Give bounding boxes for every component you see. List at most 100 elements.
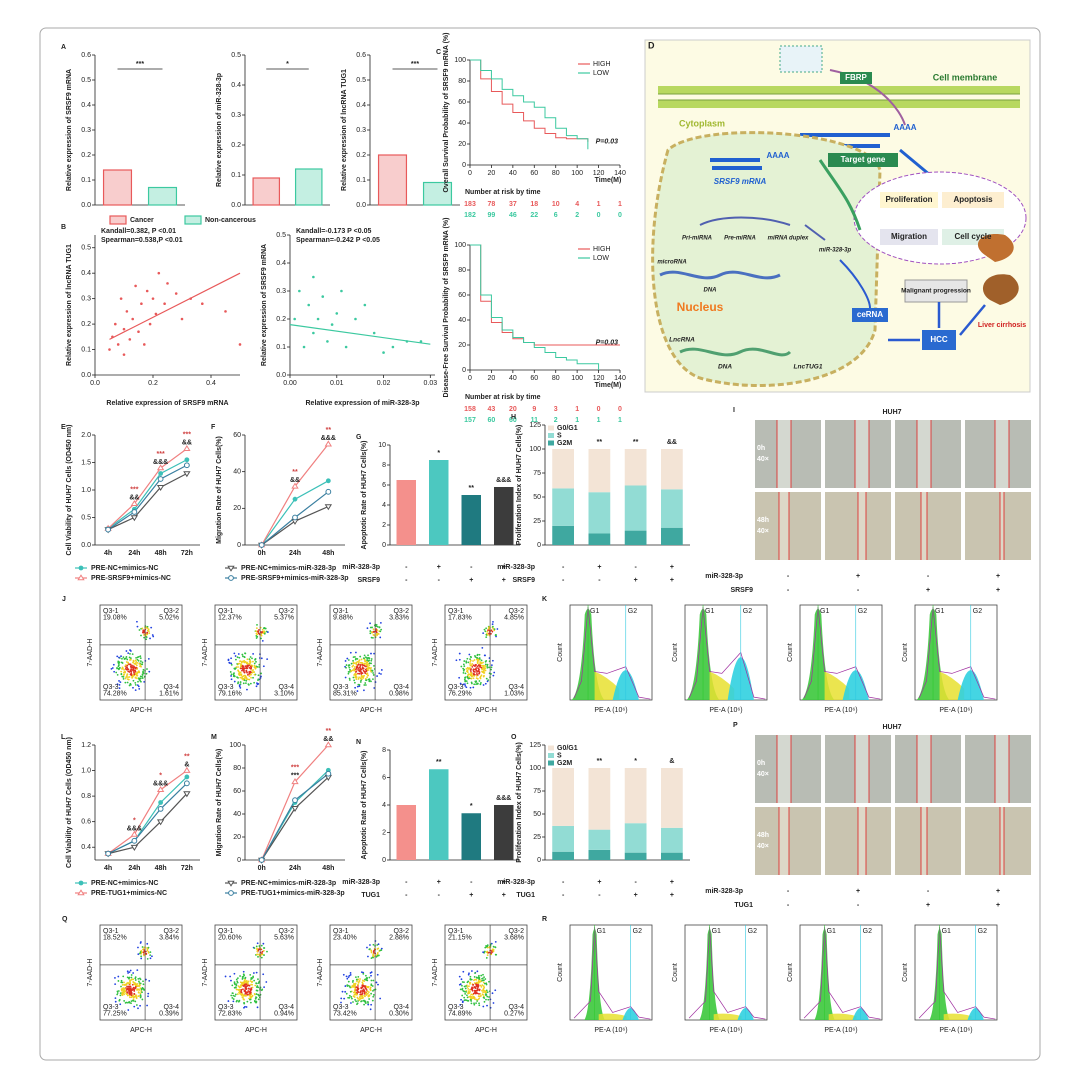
scratch [858, 492, 866, 560]
density-dot [460, 998, 462, 1001]
density-dot [146, 948, 149, 951]
density-dot [239, 992, 241, 995]
density-dot [480, 681, 482, 684]
density-dot [354, 991, 357, 994]
density-dot [355, 678, 358, 680]
y-tick-label: 0.6 [356, 52, 366, 59]
y-axis-label: Count [672, 963, 679, 982]
density-dot [248, 666, 251, 669]
density-dot [143, 950, 146, 953]
density-dot [477, 664, 480, 666]
density-dot [139, 987, 142, 990]
density-dot [242, 675, 245, 677]
design-value: + [856, 573, 860, 580]
y-tick-label: 0.5 [81, 514, 91, 521]
y-tick-label: 20 [458, 141, 466, 148]
density-dot [357, 983, 359, 986]
density-dot [126, 667, 129, 670]
plot-frame [914, 924, 998, 1021]
density-dot [238, 673, 241, 676]
design-value: + [670, 879, 674, 886]
x-axis-label: PE-A (10⁶) [709, 1027, 742, 1034]
density-dot [360, 674, 363, 677]
quadrant-percent: 77.25% [103, 1010, 127, 1017]
density-dot [357, 985, 359, 987]
density-dot [357, 976, 360, 978]
design-value: + [502, 577, 506, 584]
legend-label: PRE-TUG1+mimics-miR-328-3p [241, 890, 345, 897]
density-dot [469, 975, 472, 978]
density-dot [470, 677, 473, 680]
density-dot [250, 987, 253, 990]
density-dot [142, 629, 145, 632]
x-tick-label: 140 [614, 375, 626, 382]
y-tick-label: 40 [233, 811, 241, 818]
point [302, 345, 306, 349]
density-dot [482, 951, 485, 954]
x-axis-label: PE-A (10⁶) [594, 707, 627, 714]
density-dot [467, 661, 470, 664]
quadrant-name: Q3-2 [393, 928, 409, 935]
density-dot [347, 984, 350, 987]
x-tick-label: 120 [593, 375, 605, 382]
density-dot [364, 677, 367, 680]
density-dot [249, 974, 252, 976]
density-dot [377, 943, 380, 946]
histogram-outline [688, 606, 766, 700]
density-dot [358, 685, 361, 688]
legend-swatch [548, 433, 554, 438]
density-dot [242, 670, 245, 672]
peak-label: G1 [820, 608, 829, 615]
density-dot [132, 661, 134, 664]
point [180, 317, 184, 321]
quadrant-name: Q3-1 [333, 608, 349, 615]
panel-label: M [211, 734, 217, 741]
density-dot [359, 665, 362, 668]
density-dot [122, 674, 125, 677]
bar [461, 813, 481, 860]
y-axis-label: Migration Rate of HUH7 Cells(%) [216, 749, 223, 857]
density-dot [478, 993, 480, 995]
density-dot [477, 998, 479, 1001]
legend-swatch [548, 753, 554, 758]
density-dot [365, 665, 367, 668]
density-dot [351, 985, 354, 987]
quadrant-name: Q3-1 [333, 928, 349, 935]
panel-label: K [542, 596, 547, 603]
density-dot [115, 671, 118, 674]
density-dot [235, 1000, 238, 1003]
density-dot [230, 673, 233, 676]
x-axis-label: APC-H [130, 1027, 152, 1034]
density-dot [245, 666, 248, 669]
significance: && [667, 439, 677, 446]
density-dot [458, 658, 461, 661]
x-tick-label: 24h [289, 865, 301, 872]
density-dot [248, 675, 251, 677]
density-dot [239, 681, 242, 683]
density-dot [359, 978, 361, 980]
density-dot [373, 630, 376, 633]
density-dot [490, 950, 493, 953]
density-dot [230, 675, 232, 677]
density-dot [348, 677, 351, 680]
density-dot [127, 670, 130, 673]
density-dot [473, 976, 476, 978]
density-dot [372, 950, 375, 953]
density-dot [486, 995, 489, 998]
density-dot [147, 951, 150, 954]
density-dot [132, 972, 135, 974]
density-dot [458, 652, 461, 655]
x-axis-label: APC-H [475, 707, 497, 714]
density-dot [479, 980, 481, 983]
density-dot [247, 982, 249, 985]
density-dot [118, 656, 120, 659]
correlation: Spearman=0.538,P <0.01 [101, 237, 183, 244]
density-dot [458, 983, 461, 986]
density-dot [251, 657, 253, 660]
density-dot [256, 665, 259, 668]
density-dot [468, 995, 470, 998]
risk-value: 78 [488, 201, 496, 208]
density-dot [367, 656, 370, 659]
density-dot [347, 659, 350, 661]
x-axis-label: PE-A (10⁶) [824, 1027, 857, 1034]
